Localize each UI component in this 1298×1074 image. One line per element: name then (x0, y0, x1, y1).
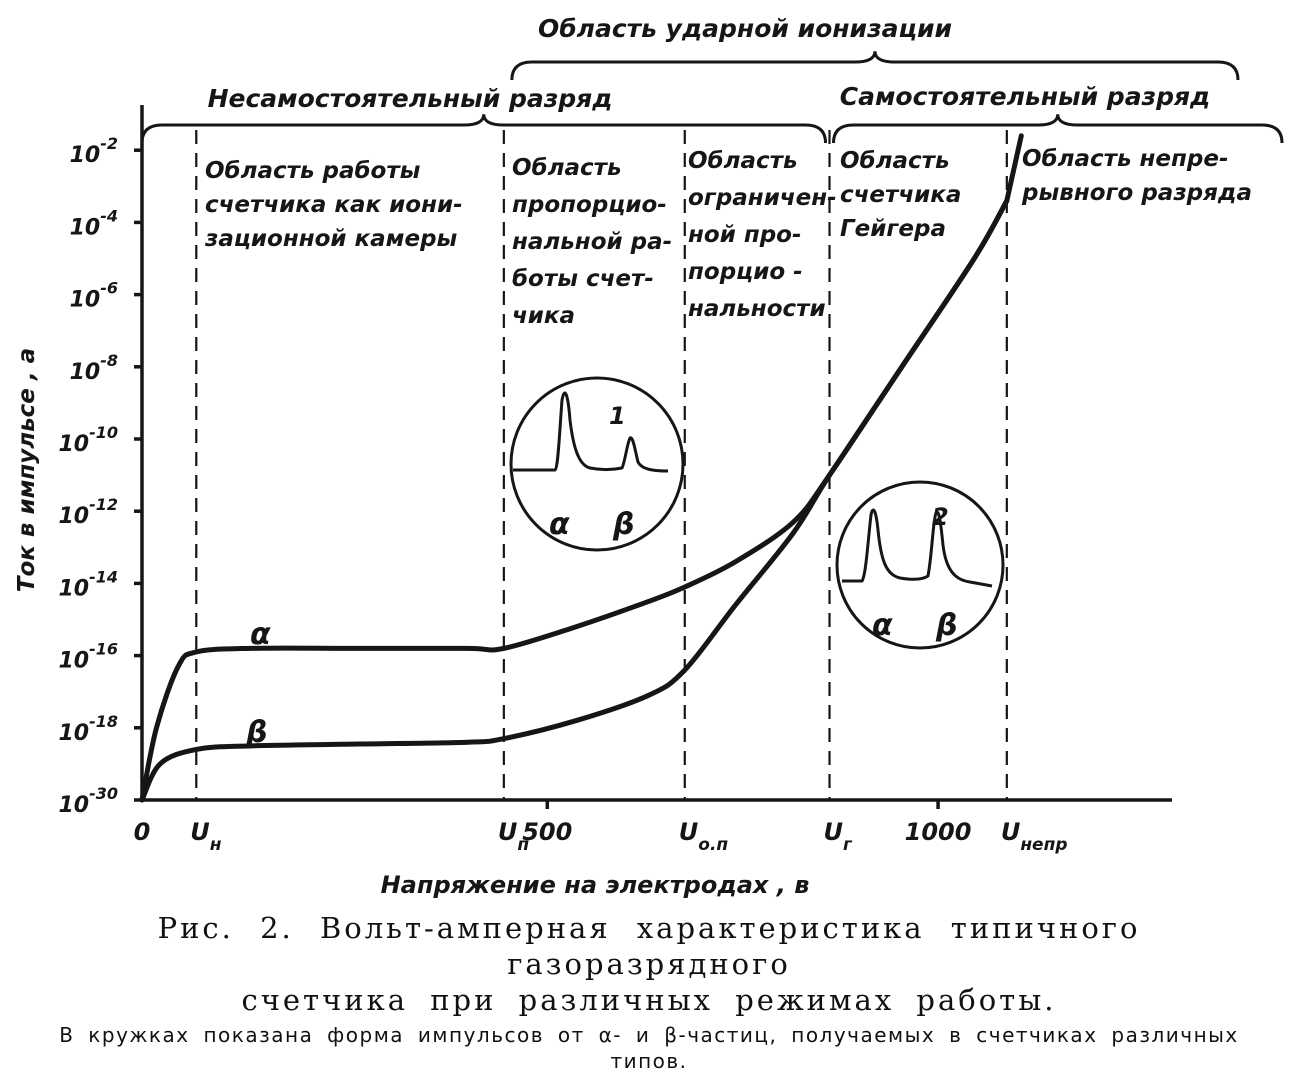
region-ionization-chamber: Область работы счетчика как иони-зационно… (204, 158, 463, 252)
inset-1-pulse (513, 391, 669, 473)
y-axis-label: Ток в импульсе , а (14, 348, 40, 592)
curve-beta (139, 198, 1010, 803)
region-geiger: Область счетчика Гейгера (840, 148, 961, 242)
brace-left-label: Несамостоятельный разряд (208, 84, 613, 113)
inset-2-pulse (842, 508, 993, 588)
inset-2-beta-label: β (935, 608, 957, 643)
x-tick-label: Uп (498, 818, 529, 855)
x-tick-label: Uг (824, 818, 854, 855)
y-tick-label: 10-16 (58, 640, 118, 674)
y-tick-label: 10-14 (58, 567, 118, 601)
inset-1-circle (509, 376, 685, 552)
y-tick-label: 10-18 (58, 712, 118, 746)
region-limited-proportional: Область ограничен-ной про-порцио -нальнос… (688, 148, 837, 322)
brace-non-self-sustained (140, 114, 828, 144)
curves-group: αβ (139, 133, 1024, 803)
inset-1-beta-label: β (612, 507, 634, 542)
x-tick-label: 1000 (905, 818, 972, 846)
inset-2-circle (835, 480, 1005, 650)
x-tick-label: Uнепр (1001, 818, 1068, 855)
inset-2-number: 2 (932, 503, 949, 531)
inset-1-alpha-label: α (549, 507, 570, 542)
boundary-lines (195, 130, 1008, 800)
x-axis-label: Напряжение на электродах , в (381, 871, 810, 899)
y-tick-label: 10-6 (70, 279, 118, 313)
region-continuous-discharge: Область непре-рывного разряда (1021, 146, 1252, 206)
brace-top-label: Область ударной ионизации (538, 14, 952, 43)
y-tick-label: 10-2 (70, 134, 118, 168)
caption-line-1: Рис. 2. Вольт-амперная характеристика ти… (157, 911, 1141, 981)
tick-labels: 10-3010-1810-1610-1410-1210-1010-810-610… (58, 134, 1067, 855)
caption-line-2: счетчика при различных режимах работы. (241, 983, 1057, 1017)
chart-figure: Область ударной ионизации Несамостоятельн… (14, 14, 1284, 899)
y-tick-label: 10-30 (58, 784, 118, 818)
x-tick-label: Uо.п (679, 818, 729, 855)
brace-group: Область ударной ионизации Несамостоятельн… (140, 14, 1284, 144)
curve-continuous-extension (1004, 133, 1024, 204)
inset-2: 2 α β (835, 480, 1005, 650)
region-proportional: Область пропорцио-нальной ра-боты счет-чи… (512, 155, 672, 329)
brace-impact-ionization (510, 51, 1240, 81)
curve-alpha-label: α (250, 617, 271, 652)
brace-self-sustained (832, 114, 1284, 144)
inset-1: 1 α β (509, 376, 685, 552)
y-tick-label: 10-10 (58, 423, 118, 457)
curve-beta-label: β (245, 715, 267, 750)
figure-caption: Рис. 2. Вольт-амперная характеристика ти… (40, 910, 1258, 1074)
caption-note: В кружках показана форма импульсов от α-… (59, 1023, 1239, 1073)
region-labels: Область работы счетчика как иони-зационно… (204, 146, 1252, 329)
inset-1-number: 1 (609, 402, 626, 430)
y-tick-label: 10-12 (58, 495, 118, 529)
insets-group: 1 α β 2 α β (509, 376, 1005, 650)
brace-right-label: Самостоятельный разряд (840, 82, 1210, 111)
x-tick-label: Uн (190, 818, 222, 855)
inset-2-alpha-label: α (872, 608, 893, 643)
x-tick-label: 0 (134, 818, 151, 846)
y-tick-label: 10-8 (70, 351, 118, 385)
x-tick-label: 500 (522, 818, 572, 846)
y-tick-label: 10-4 (70, 206, 118, 240)
